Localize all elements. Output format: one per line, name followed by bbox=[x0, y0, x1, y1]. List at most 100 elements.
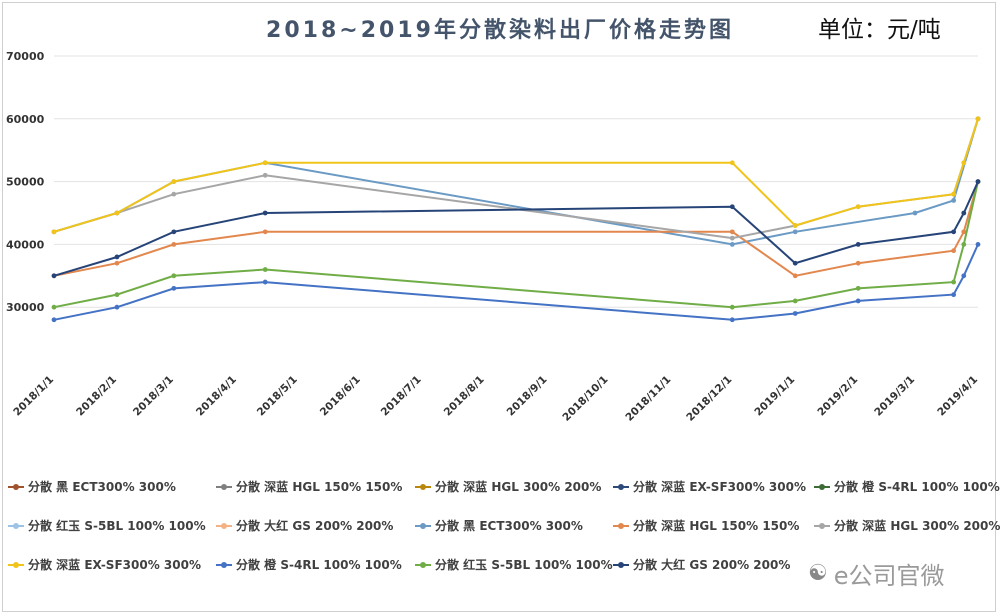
data-point bbox=[792, 223, 798, 228]
legend-item: 分散 深蓝 HGL 150% 150% bbox=[216, 478, 402, 495]
legend-item: 分散 橙 S-4RL 100% 100% bbox=[216, 556, 402, 573]
data-point bbox=[729, 204, 735, 210]
data-point bbox=[114, 254, 120, 260]
legend-item: 分散 深蓝 HGL 300% 200% bbox=[814, 517, 1000, 534]
data-point bbox=[171, 273, 177, 279]
legend-item: 分散 红玉 S-5BL 100% 100% bbox=[415, 556, 613, 573]
data-point bbox=[792, 260, 798, 266]
y-tick-label: 40000 bbox=[6, 238, 45, 251]
legend-label: 分散 深蓝 HGL 150% 150% bbox=[633, 519, 800, 533]
legend-swatch bbox=[415, 561, 431, 568]
data-point bbox=[729, 304, 735, 310]
legend-swatch bbox=[415, 522, 431, 529]
x-tick-label: 2018/3/1 bbox=[131, 374, 176, 419]
legend-swatch bbox=[613, 483, 629, 490]
data-point bbox=[855, 285, 861, 291]
data-point bbox=[51, 273, 57, 279]
series-line bbox=[53, 181, 979, 277]
data-point bbox=[792, 273, 798, 279]
data-point bbox=[729, 317, 735, 323]
data-point bbox=[792, 311, 798, 316]
x-tick-label: 2018/10/1 bbox=[560, 374, 610, 424]
legend-item: 分散 大红 GS 200% 200% bbox=[216, 517, 393, 534]
data-point bbox=[951, 279, 957, 285]
series bbox=[51, 179, 981, 279]
data-point bbox=[951, 191, 957, 197]
x-tick-label: 2018/5/1 bbox=[255, 374, 300, 419]
legend-swatch bbox=[8, 522, 24, 529]
legend-item: 分散 深蓝 EX-SF300% 300% bbox=[8, 556, 201, 573]
data-point bbox=[855, 242, 861, 247]
legend-item: 分散 黑 ECT300% 300% bbox=[415, 517, 583, 534]
legend-swatch bbox=[8, 483, 24, 490]
series-line bbox=[53, 181, 979, 309]
legend-swatch bbox=[216, 561, 232, 568]
legend-label: 分散 大红 GS 200% 200% bbox=[236, 519, 394, 533]
data-point bbox=[961, 242, 967, 247]
data-point bbox=[792, 298, 798, 304]
x-axis: 2018/1/1 2018/2/1 2018/3/1 2018/4/1 2018/5/1… bbox=[11, 374, 980, 424]
legend-label: 分散 深蓝 EX-SF300% 300% bbox=[633, 480, 806, 494]
legend-label: 分散 橙 S-4RL 100% 100% bbox=[834, 480, 1000, 494]
legend-label: 分散 深蓝 HGL 300% 200% bbox=[435, 480, 602, 494]
y-tick-label: 30000 bbox=[6, 301, 45, 314]
x-tick-label: 2018/11/1 bbox=[623, 374, 673, 424]
legend-label: 分散 深蓝 EX-SF300% 300% bbox=[28, 558, 201, 572]
data-point bbox=[729, 235, 735, 241]
legend-item: 分散 深蓝 EX-SF300% 300% bbox=[613, 478, 806, 495]
data-point bbox=[51, 317, 57, 323]
data-point bbox=[171, 285, 177, 291]
data-point bbox=[975, 116, 981, 122]
data-point bbox=[262, 279, 268, 285]
data-point bbox=[171, 191, 177, 197]
legend-item: 分散 深蓝 HGL 300% 200% bbox=[415, 478, 601, 495]
unit-label: 单位：元/吨 bbox=[818, 17, 941, 43]
series-lines bbox=[51, 116, 981, 323]
series-line bbox=[53, 181, 979, 277]
data-point bbox=[262, 172, 268, 178]
x-tick-label: 2019/1/1 bbox=[752, 374, 797, 419]
wechat-icon: ☯ bbox=[808, 561, 828, 586]
data-point bbox=[961, 229, 967, 235]
data-point bbox=[912, 210, 918, 216]
x-tick-label: 2018/2/1 bbox=[74, 374, 119, 419]
data-point bbox=[729, 229, 735, 235]
data-point bbox=[855, 298, 861, 304]
data-point bbox=[855, 260, 861, 266]
legend-label: 分散 黑 ECT300% 300% bbox=[28, 480, 176, 494]
watermark-text: e公司官微 bbox=[833, 562, 945, 590]
x-tick-label: 2019/2/1 bbox=[815, 374, 860, 419]
x-tick-label: 2019/4/1 bbox=[935, 374, 980, 419]
legend-swatch bbox=[216, 522, 232, 529]
legend-label: 分散 红玉 S-5BL 100% 100% bbox=[28, 519, 206, 533]
chart-title: 2018~2019年分散染料出厂价格走势图 bbox=[266, 18, 734, 43]
series-line bbox=[53, 243, 979, 321]
x-tick-label: 2018/1/1 bbox=[11, 374, 56, 419]
legend-item: 分散 大红 GS 200% 200% bbox=[613, 556, 790, 573]
data-point bbox=[975, 242, 981, 247]
legend-label: 分散 深蓝 HGL 150% 150% bbox=[236, 480, 403, 494]
data-point bbox=[961, 273, 967, 279]
y-axis: 30000 40000 50000 60000 70000 bbox=[6, 50, 45, 314]
data-point bbox=[114, 260, 120, 266]
legend-label: 分散 黑 ECT300% 300% bbox=[435, 519, 583, 533]
gridlines bbox=[54, 55, 978, 308]
data-point bbox=[729, 242, 735, 247]
data-point bbox=[792, 229, 798, 235]
series bbox=[51, 179, 981, 279]
legend-swatch bbox=[613, 561, 629, 568]
data-point bbox=[729, 160, 735, 166]
legend-item: 分散 红玉 S-5BL 100% 100% bbox=[8, 517, 206, 534]
legend-item: 分散 深蓝 HGL 150% 150% bbox=[613, 517, 799, 534]
legend-item: 分散 黑 ECT300% 300% bbox=[8, 478, 176, 495]
legend-swatch bbox=[216, 483, 232, 490]
data-point bbox=[171, 179, 177, 185]
data-point bbox=[961, 210, 967, 216]
data-point bbox=[262, 229, 268, 235]
x-tick-label: 2018/9/1 bbox=[505, 374, 550, 419]
data-point bbox=[262, 267, 268, 272]
data-point bbox=[975, 179, 981, 185]
legend-swatch bbox=[814, 522, 830, 529]
x-tick-label: 2018/4/1 bbox=[194, 374, 239, 419]
legend-item: 分散 橙 S-4RL 100% 100% bbox=[814, 478, 1000, 495]
